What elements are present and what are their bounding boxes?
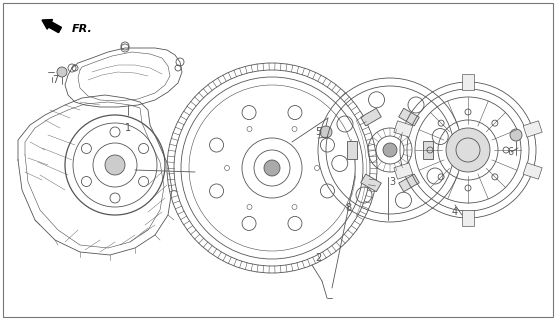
Circle shape: [320, 126, 332, 138]
Polygon shape: [361, 108, 381, 126]
Polygon shape: [399, 108, 419, 126]
Polygon shape: [462, 74, 474, 90]
Text: 3: 3: [389, 177, 395, 187]
Text: 8: 8: [345, 203, 351, 213]
Circle shape: [105, 155, 125, 175]
Circle shape: [57, 67, 67, 77]
Polygon shape: [399, 174, 419, 192]
Polygon shape: [347, 141, 357, 159]
Polygon shape: [523, 121, 542, 137]
Text: 4: 4: [452, 207, 458, 217]
Circle shape: [383, 143, 397, 157]
Polygon shape: [423, 141, 433, 159]
Polygon shape: [394, 121, 413, 137]
Circle shape: [446, 128, 490, 172]
Text: 5: 5: [315, 127, 321, 137]
Circle shape: [510, 129, 522, 141]
FancyArrow shape: [42, 20, 62, 33]
Text: 6: 6: [507, 147, 513, 157]
Polygon shape: [462, 210, 474, 226]
Polygon shape: [361, 174, 381, 192]
Circle shape: [264, 160, 280, 176]
Text: 2: 2: [315, 253, 321, 263]
Text: 1: 1: [125, 123, 131, 133]
Polygon shape: [394, 163, 413, 179]
Polygon shape: [523, 163, 542, 179]
Text: 7: 7: [52, 75, 58, 85]
Text: FR.: FR.: [72, 24, 93, 34]
